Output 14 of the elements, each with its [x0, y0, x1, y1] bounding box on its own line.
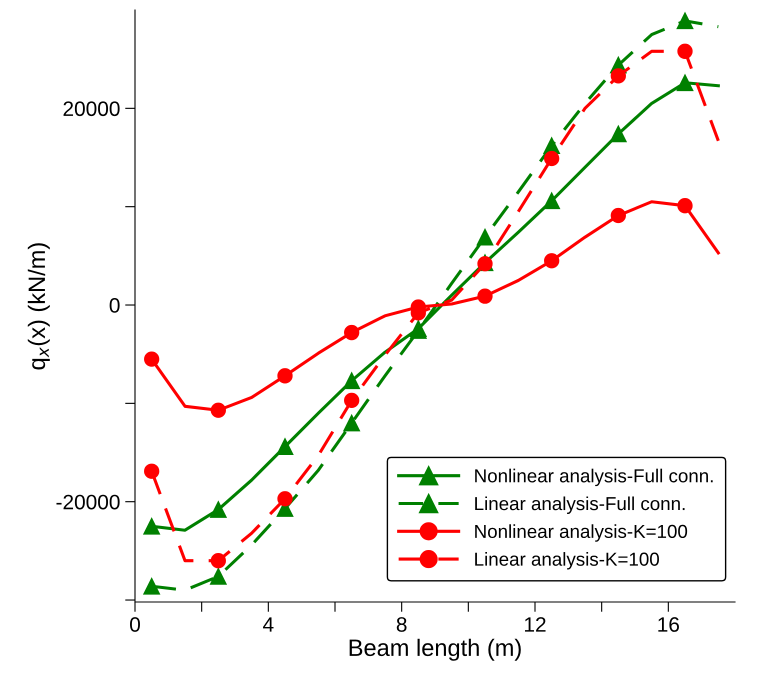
- y-tick-label: 0: [110, 298, 120, 313]
- x-tick-label: 12: [525, 617, 546, 632]
- legend-label: Nonlinear analysis-Full conn.: [475, 468, 713, 486]
- x-axis-title: Beam length (m): [350, 638, 521, 661]
- legend-label: Linear analysis-Full conn.: [475, 496, 685, 514]
- x-tick-label: 4: [263, 617, 274, 632]
- x-tick-label: 8: [396, 617, 407, 632]
- legend-label: Linear analysis-K=100: [475, 552, 659, 570]
- y-tick-label: -20000: [56, 494, 120, 510]
- legend-label: Nonlinear analysis-K=100: [475, 524, 688, 542]
- y-axis-title: q$_{x}$(x) (kN/m): [28, 243, 50, 370]
- y-tick-label: 20000: [64, 101, 120, 116]
- x-tick-label: 16: [658, 617, 680, 632]
- x-tick-label: 0: [130, 617, 140, 632]
